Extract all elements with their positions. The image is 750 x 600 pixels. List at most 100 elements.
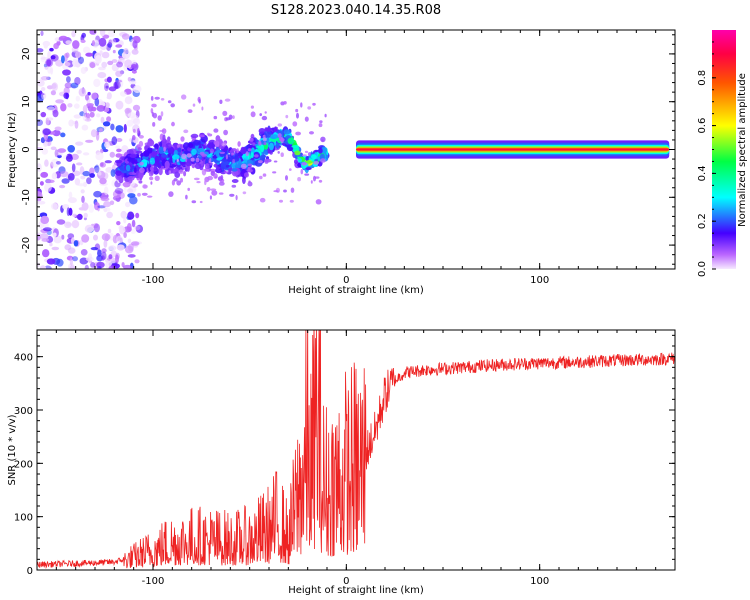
colorbar-label: Normalized spectral amplitude [737, 73, 748, 227]
heatmap-noise-cell [88, 253, 93, 261]
heatmap-noise-cell [65, 154, 73, 162]
heatmap-noise-cell [90, 262, 96, 268]
heatmap-ridge-cell [199, 134, 205, 138]
heatmap-faint-cell [160, 111, 164, 117]
heatmap-faint-cell [264, 159, 269, 164]
heatmap-noise-cell [63, 92, 70, 99]
heatmap-noise-cell [44, 159, 49, 167]
heatmap-noise-cell [106, 116, 112, 122]
heatmap-noise-cell [45, 58, 54, 67]
heatmap-noise-cell [64, 221, 72, 229]
heatmap-noise-cell [68, 263, 75, 269]
heatmap-noise-cell [49, 242, 53, 247]
heatmap-noise-cell [66, 207, 70, 217]
heatmap-faint-cell [304, 116, 309, 122]
heatmap-faint-cell [301, 162, 308, 166]
heatmap-ridge-cell [116, 148, 122, 153]
x-tick-label: 100 [530, 576, 549, 587]
heatmap-noise-cell [64, 82, 73, 89]
heatmap-ridge-cell [207, 142, 216, 149]
heatmap-noise-cell [120, 210, 127, 219]
heatmap-noise-cell [67, 145, 75, 153]
heatmap-ridge-cell [318, 147, 323, 154]
heatmap-noise-cell [96, 255, 103, 262]
colorbar-tick-label: 0.2 [697, 213, 708, 229]
heatmap-noise-cell [94, 97, 100, 107]
heatmap-noise-cell [111, 59, 118, 63]
heatmap-faint-cell [247, 163, 253, 167]
heatmap-noise-cell [67, 103, 73, 108]
heatmap-ridge-cell [237, 141, 241, 147]
heatmap-noise-cell [51, 83, 57, 89]
heatmap-faint-cell [171, 179, 175, 186]
heatmap-noise-cell [123, 123, 127, 133]
heatmap-faint-cell [272, 171, 277, 174]
heatmap-ridge-cell [165, 142, 172, 149]
heatmap-faint-cell [219, 151, 226, 154]
heatmap-noise-cell [121, 33, 130, 40]
heatmap-faint-cell [191, 200, 197, 204]
heatmap-noise-cell [54, 126, 62, 131]
heatmap-ridge-cell [149, 157, 156, 165]
heatmap-noise-cell [115, 44, 123, 48]
heatmap-faint-cell [154, 175, 160, 181]
heatmap-noise-cell [115, 145, 121, 149]
figure-title: S128.2023.040.14.35.R08 [271, 3, 441, 18]
heatmap-faint-cell [201, 153, 208, 157]
heatmap-faint-cell [187, 109, 193, 113]
heatmap-noise-cell [131, 70, 137, 74]
heatmap-noise-cell [78, 87, 87, 97]
heatmap-faint-cell [151, 103, 157, 108]
heatmap-ridge-cell [265, 127, 272, 132]
heatmap-faint-cell [302, 154, 307, 157]
heatmap-noise-cell [115, 125, 124, 133]
heatmap-ridge-cell [158, 167, 163, 176]
heatmap-faint-cell [161, 128, 167, 135]
heatmap-faint-cell [183, 129, 189, 134]
heatmap-noise-cell [124, 96, 133, 105]
heatmap-noise-cell [47, 50, 51, 60]
heatmap-faint-cell [213, 173, 218, 179]
heatmap-faint-cell [259, 175, 263, 180]
heatmap-faint-cell [262, 134, 266, 139]
heatmap-faint-cell [225, 154, 228, 160]
heatmap-noise-cell [109, 232, 114, 241]
heatmap-noise-cell [127, 243, 134, 252]
heatmap-noise-cell [50, 55, 56, 60]
colorbar-tick-label: 0.6 [697, 118, 708, 134]
heatmap-noise-cell [99, 105, 104, 109]
heatmap-noise-cell [40, 30, 44, 36]
y-tick-label: 300 [14, 406, 33, 417]
heatmap-noise-cell [103, 207, 108, 213]
heatmap-faint-cell [213, 140, 219, 145]
heatmap-faint-cell [201, 106, 204, 111]
heatmap-noise-cell [64, 62, 71, 67]
heatmap-ridge-cell [260, 154, 267, 158]
heatmap-ridge-cell [194, 163, 202, 170]
heatmap-noise-cell [68, 191, 73, 199]
heatmap-ridge-cell [138, 171, 144, 179]
heatmap-noise-cell [39, 265, 47, 269]
heatmap-noise-cell [95, 152, 104, 161]
heatmap-faint-cell [261, 115, 268, 121]
heatmap-noise-cell [37, 119, 43, 126]
heatmap-faint-cell [213, 115, 218, 120]
colorbar-tick-label: 0.4 [697, 165, 708, 181]
heatmap-ridge-cell [167, 153, 172, 158]
heatmap-noise-cell [93, 78, 101, 88]
heatmap-faint-cell [262, 137, 267, 142]
heatmap-noise-cell [99, 30, 106, 37]
heatmap-noise-cell [116, 235, 124, 244]
heatmap-faint-cell [307, 106, 312, 110]
heatmap-faint-cell [170, 103, 175, 108]
heatmap-faint-cell [146, 195, 153, 198]
heatmap-faint-cell [296, 112, 299, 119]
heatmap-faint-cell [196, 181, 201, 184]
heatmap-faint-cell [211, 190, 218, 196]
heatmap-faint-cell [232, 115, 235, 119]
heatmap-noise-cell [72, 213, 77, 218]
heatmap-noise-cell [101, 51, 110, 59]
heatmap-ridge-cell [127, 176, 135, 181]
heatmap-faint-cell [219, 178, 225, 183]
heatmap-faint-cell [162, 167, 168, 170]
